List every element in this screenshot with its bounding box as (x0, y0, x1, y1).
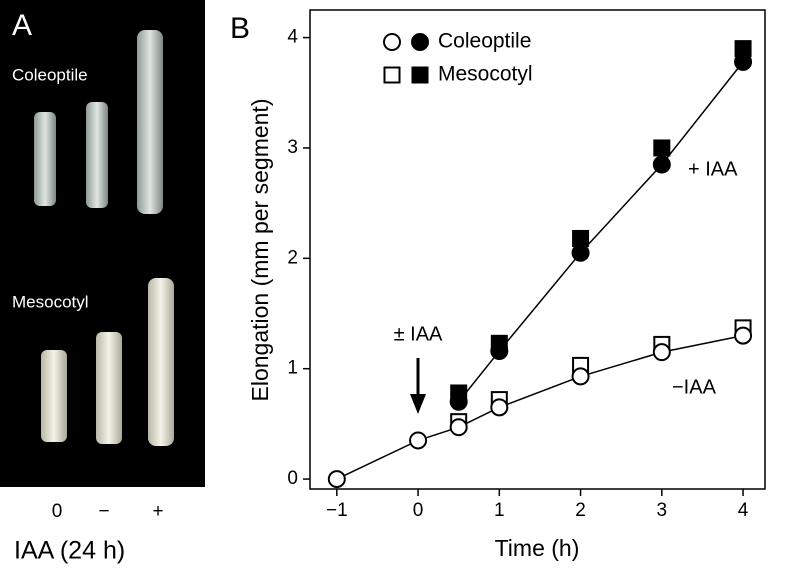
row-label: Mesocotyl (12, 292, 89, 311)
segment (86, 102, 108, 208)
panel-label: A (12, 9, 32, 42)
point (734, 52, 753, 71)
segment (96, 332, 122, 444)
annotation: −IAA (672, 376, 717, 398)
legend-marker (383, 66, 401, 84)
y-tick-label: 4 (287, 27, 298, 48)
x-tick-label: 2 (575, 500, 586, 521)
plot-frame (309, 9, 766, 490)
x-tick-label: 4 (738, 500, 749, 521)
point (409, 431, 428, 450)
legend-marker (411, 33, 429, 51)
legend-label: Mesocotyl (438, 63, 533, 86)
caption: IAA (24 h) (14, 537, 125, 565)
row-label: Coleoptile (12, 65, 88, 84)
y-axis-label: Elongation (mm per segment) (247, 99, 273, 402)
x-tick-label: 3 (657, 500, 668, 521)
point (571, 243, 590, 262)
segment (34, 112, 56, 206)
treatment-label: − (98, 501, 109, 522)
point (652, 155, 671, 174)
x-axis-label: Time (h) (495, 535, 580, 561)
point (490, 342, 509, 361)
point (652, 343, 671, 362)
arrow-head (410, 394, 426, 414)
y-tick-label: 3 (287, 137, 298, 158)
x-tick-label: 0 (413, 500, 424, 521)
legend-marker (383, 33, 401, 51)
panel-label: B (230, 12, 250, 45)
treatment-label: 0 (52, 501, 63, 522)
point (490, 398, 509, 417)
point (449, 418, 468, 437)
treatment-label: + (152, 501, 163, 522)
point (327, 470, 346, 489)
annotation: + IAA (688, 158, 738, 180)
x-tick-label: −1 (326, 500, 348, 521)
point (734, 326, 753, 345)
point (572, 229, 590, 247)
point (571, 367, 590, 386)
segment (41, 350, 67, 442)
x-tick-label: 1 (494, 500, 505, 521)
segment (148, 278, 174, 446)
point (653, 139, 671, 157)
segment (137, 30, 163, 214)
series-line (336, 334, 744, 480)
legend-marker (411, 66, 429, 84)
y-tick-label: 1 (287, 358, 298, 379)
y-tick-label: 2 (287, 247, 298, 268)
legend-label: Coleoptile (438, 30, 531, 53)
point (449, 392, 468, 411)
y-tick-label: 0 (287, 468, 298, 489)
annotation: ± IAA (394, 323, 443, 345)
